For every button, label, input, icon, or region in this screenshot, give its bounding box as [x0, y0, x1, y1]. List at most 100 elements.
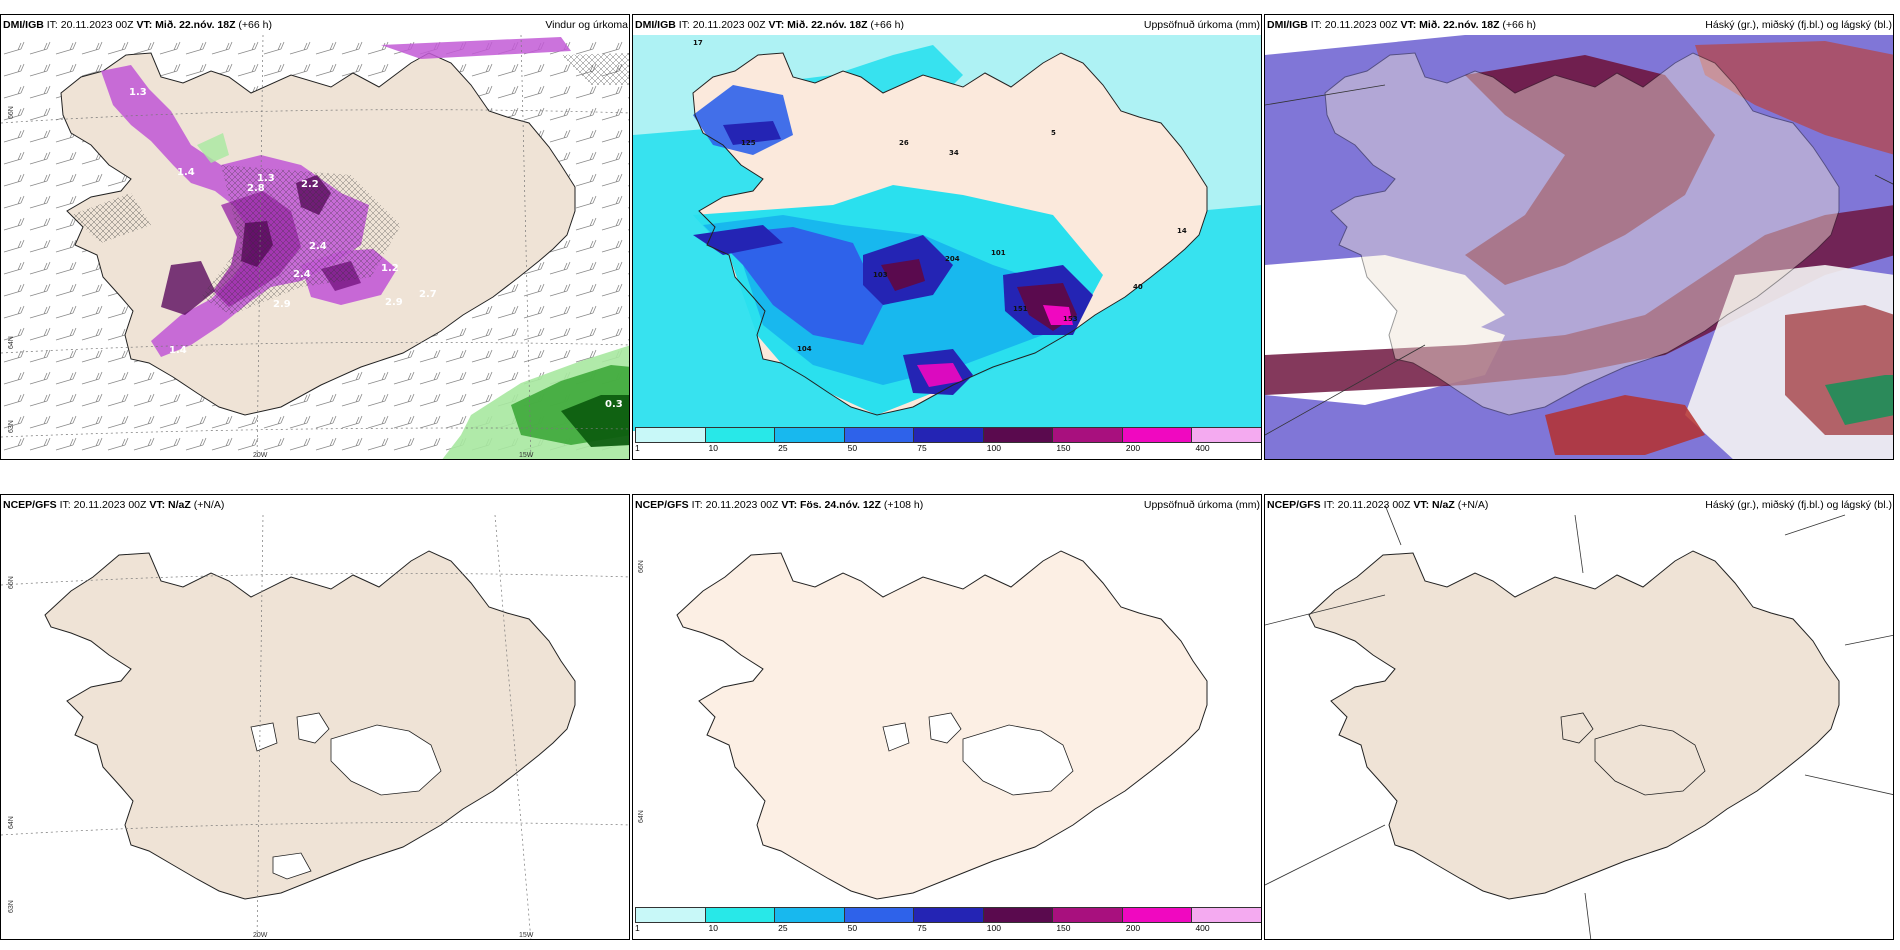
- map-gfs-accum-precip: 66N 64N: [638, 550, 1208, 900]
- init-time: 20.11.2023 00Z: [60, 19, 134, 31]
- colorbar-swatch: [913, 907, 984, 923]
- panel-header: DMI/IGB IT: 20.11.2023 00Z VT: Mið. 22.n…: [1265, 15, 1893, 35]
- iceland-landmass: [1308, 550, 1840, 900]
- lat-66n-label: 66N: [8, 106, 15, 119]
- colorbar-tick-label: 100: [986, 443, 1001, 453]
- lead-time: (+108 h): [883, 499, 924, 511]
- lead-time: (+66 h): [1502, 19, 1536, 31]
- it-label: IT:: [691, 499, 703, 511]
- colorbar-tick-label: 10: [708, 443, 719, 453]
- precip-value-label: 1.4: [169, 345, 187, 356]
- it-label: IT:: [1323, 499, 1335, 511]
- colorbar-tick-label: 25: [778, 443, 788, 453]
- colorbar-tick-label: 200: [1125, 923, 1141, 933]
- it-label: IT:: [59, 499, 71, 511]
- lat-66n-label: 66N: [638, 560, 645, 573]
- lead-time: (+66 h): [870, 19, 904, 31]
- colorbar-swatch: [635, 427, 706, 443]
- coastline: [1324, 52, 1840, 416]
- panel-header: NCEP/GFS IT: 20.11.2023 00Z VT: N/aZ (+N…: [1, 495, 629, 515]
- colorbar-tick-label: 1: [635, 443, 640, 453]
- precip-total-label: 17: [693, 39, 703, 47]
- lat-63n-label: 63N: [8, 420, 15, 433]
- precip-total-label: 104: [797, 345, 812, 353]
- precip-value-label: 2.9: [273, 299, 291, 310]
- precip-value-label: 2.4: [293, 269, 311, 280]
- init-time: 20.11.2023 00Z: [1337, 499, 1411, 511]
- colorbar-swatch: [774, 907, 845, 923]
- colorbar-swatch: [913, 427, 984, 443]
- vt-label: VT:: [768, 19, 785, 31]
- colorbar-swatch: [774, 427, 845, 443]
- lat-64n-label: 64N: [638, 810, 645, 823]
- colorbar-swatch: [704, 907, 776, 923]
- model-name: DMI/IGB: [1267, 19, 1308, 31]
- model-name: DMI/IGB: [3, 19, 44, 31]
- precip-value-label: 1.4: [177, 167, 195, 178]
- colorbar-swatch: [1191, 427, 1261, 443]
- model-name: NCEP/GFS: [635, 499, 689, 511]
- precip-value-label: 2.2: [301, 179, 319, 190]
- it-label: IT:: [46, 19, 58, 31]
- product-title: Uppsöfnuð úrkoma (mm): [1143, 19, 1260, 31]
- precip-value-label: 0.3: [605, 399, 623, 410]
- colorbar-swatch: [1121, 427, 1193, 443]
- it-label: IT:: [1310, 19, 1322, 31]
- precip-total-label: 151: [1013, 305, 1028, 313]
- product-title: Háský (gr.), miðský (fj.bl.) og lágský (…: [1705, 499, 1892, 511]
- model-name: NCEP/GFS: [1267, 499, 1321, 511]
- init-time: 20.11.2023 00Z: [692, 19, 766, 31]
- coastline: [692, 52, 1208, 416]
- init-time: 20.11.2023 00Z: [1324, 19, 1398, 31]
- valid-time: N/aZ: [1432, 499, 1455, 511]
- lat-64n-label: 64N: [8, 336, 15, 349]
- colorbar-swatch: [982, 907, 1054, 923]
- lat-66n-label: 66N: [8, 576, 15, 589]
- colorbar: 1 10 25 50 75 100 150 200 400: [635, 427, 1261, 453]
- graticule: [1, 34, 629, 459]
- lead-time: (+N/A): [1457, 499, 1489, 511]
- lon-15w-label: 15W: [519, 452, 534, 459]
- vt-label: VT:: [136, 19, 153, 31]
- colorbar-tick-label: 75: [917, 443, 927, 453]
- lead-time: (+N/A): [193, 499, 225, 511]
- valid-time: Fös. 24.nóv. 12Z: [800, 499, 881, 511]
- map-clouds: [1265, 35, 1893, 459]
- vt-label: VT:: [1413, 499, 1430, 511]
- graticule: [1, 514, 629, 939]
- colorbar-tick-label: 75: [917, 923, 927, 933]
- grid-lines: [1265, 504, 1893, 939]
- precip-total-label: 5: [1051, 129, 1056, 137]
- precip-value-label: 2.4: [309, 241, 327, 252]
- precip-band: [101, 65, 369, 357]
- colorbar-swatch: [843, 907, 915, 923]
- product-title: Háský (gr.), miðský (fj.bl.) og lágský (…: [1705, 19, 1892, 31]
- colorbar-swatch: [1052, 427, 1123, 443]
- precip-total-label: 204: [945, 255, 960, 263]
- valid-time: Mið. 22.nóv. 18Z: [1419, 19, 1500, 31]
- colorbar-tick-label: 400: [1195, 443, 1210, 453]
- panel-gfs-accum-precip: NCEP/GFS IT: 20.11.2023 00Z VT: Fös. 24.…: [632, 494, 1262, 940]
- map-wind-precip: 66N 64N 63N 20W 15W 2.4 2.9 2.4 2.9 2.7 …: [1, 34, 629, 459]
- colorbar-swatch: [1052, 907, 1123, 923]
- colorbar-tick-label: 150: [1056, 443, 1071, 453]
- it-label: IT:: [678, 19, 690, 31]
- colorbar-tick-label: 150: [1056, 923, 1071, 933]
- precip-value-label: 2.8: [247, 183, 265, 194]
- precip-value-label: 1.2: [381, 263, 399, 274]
- precip-total-label: 125: [741, 139, 756, 147]
- map-gfs-empty: 66N 64N 63N 20W 15W: [1, 514, 629, 939]
- init-time: 20.11.2023 00Z: [705, 499, 779, 511]
- precip-total-label: 103: [873, 271, 888, 279]
- lat-64n-label: 64N: [8, 816, 15, 829]
- colorbar-tick-label: 50: [847, 443, 858, 453]
- precip-total-label: 14: [1177, 227, 1187, 235]
- map-gfs-clouds: [1265, 504, 1893, 939]
- panel-header: DMI/IGB IT: 20.11.2023 00Z VT: Mið. 22.n…: [633, 15, 1261, 35]
- product-title: Uppsöfnuð úrkoma (mm): [1143, 499, 1260, 511]
- colorbar: 1 10 25 50 75 100 150 200 400: [635, 907, 1261, 933]
- colorbar-tick-label: 100: [986, 923, 1001, 933]
- colorbar-tick-label: 50: [847, 923, 858, 933]
- lon-20w-label: 20W: [253, 932, 268, 939]
- precip-value-label: 2.7: [419, 289, 437, 300]
